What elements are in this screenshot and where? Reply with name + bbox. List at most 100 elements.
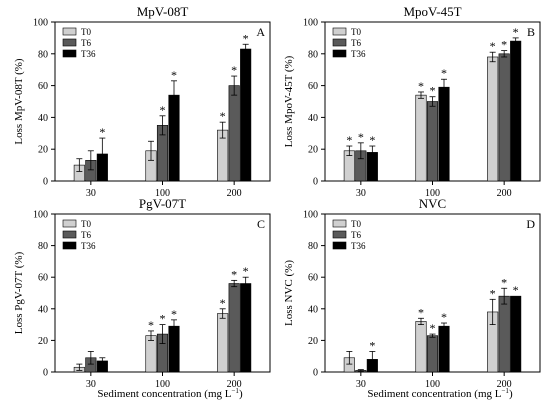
significance-marker: * xyxy=(160,103,166,117)
significance-marker: * xyxy=(418,79,424,93)
y-axis-label: Loss PgV-07T (%) xyxy=(13,251,25,334)
y-tick-label: 100 xyxy=(303,18,318,29)
y-tick-label: 100 xyxy=(33,210,48,221)
x-tick-label: 30 xyxy=(356,188,366,199)
y-tick-label: 100 xyxy=(303,210,318,221)
significance-marker: * xyxy=(358,130,364,144)
panel-title: NVC xyxy=(419,196,446,211)
y-axis-label: Loss MpV-08T (%) xyxy=(13,58,25,145)
x-tick-label: 100 xyxy=(425,379,440,390)
y-tick-label: 40 xyxy=(308,113,318,124)
xlabel-superscript-right: −1 xyxy=(501,387,509,395)
xlabel-tail-right: ) xyxy=(509,388,513,400)
significance-marker: * xyxy=(501,275,507,289)
y-tick-label: 40 xyxy=(38,304,48,315)
bar xyxy=(228,85,240,182)
legend-label: T36 xyxy=(81,241,96,251)
y-tick-label: 60 xyxy=(308,273,318,284)
significance-marker: * xyxy=(430,321,436,335)
y-tick-label: 0 xyxy=(313,177,318,188)
xlabel-superscript: −1 xyxy=(231,387,239,395)
significance-marker: * xyxy=(220,109,226,123)
panel-letter: D xyxy=(526,217,535,231)
shared-xlabel-right: Sediment concentration (mg L−1) xyxy=(367,387,513,400)
x-tick-label: 200 xyxy=(227,188,242,199)
legend-swatch xyxy=(62,230,77,239)
significance-marker: * xyxy=(220,296,226,310)
y-tick-label: 80 xyxy=(308,49,318,60)
x-tick-label: 100 xyxy=(425,188,440,199)
x-tick-label: 30 xyxy=(86,379,96,390)
y-tick-label: 0 xyxy=(43,368,48,379)
significance-marker: * xyxy=(148,318,154,332)
y-tick-label: 60 xyxy=(38,273,48,284)
significance-marker: * xyxy=(513,283,519,297)
legend-swatch xyxy=(332,241,347,250)
y-tick-label: 20 xyxy=(308,145,318,156)
y-tick-label: 0 xyxy=(313,368,318,379)
y-tick-label: 20 xyxy=(38,336,48,347)
x-tick-label: 30 xyxy=(356,379,366,390)
bar xyxy=(168,325,180,373)
significance-marker: * xyxy=(490,39,496,53)
panel-letter: C xyxy=(257,217,265,231)
x-tick-label: 30 xyxy=(86,188,96,199)
y-tick-label: 80 xyxy=(308,241,318,252)
significance-marker: * xyxy=(243,264,249,278)
legend-label: T0 xyxy=(81,27,91,37)
legend-swatch xyxy=(62,219,77,228)
significance-marker: * xyxy=(171,68,177,82)
significance-marker: * xyxy=(171,307,177,321)
y-axis-label: Loss NVC (%) xyxy=(283,260,295,326)
legend-label: T36 xyxy=(81,49,96,59)
bar xyxy=(415,321,427,373)
shared-xlabel: Sediment concentration (mg L−1) xyxy=(97,387,243,400)
legend-swatch xyxy=(332,27,347,36)
significance-marker: * xyxy=(513,25,519,39)
significance-marker: * xyxy=(231,63,237,77)
bar xyxy=(240,283,252,373)
significance-marker: * xyxy=(441,66,447,80)
legend-label: T6 xyxy=(351,230,361,240)
bar xyxy=(415,94,427,182)
y-tick-label: 0 xyxy=(43,177,48,188)
y-axis-label: Loss MpoV-45T (%) xyxy=(283,55,295,147)
bar xyxy=(510,40,522,182)
y-tick-label: 80 xyxy=(38,241,48,252)
panel-b: MpoV-45T B Loss MpoV-45T (%) 0 20 40 60 80 100 30… xyxy=(283,4,541,199)
significance-marker: * xyxy=(441,310,447,324)
significance-marker: * xyxy=(418,305,424,319)
significance-marker: * xyxy=(346,133,352,147)
legend-label: T6 xyxy=(81,230,91,240)
legend-label: T0 xyxy=(351,27,361,37)
panel-a: MpV-08T A Loss MpV-08T (%) 0 20 40 60 80 100 30 * 1… xyxy=(13,4,271,199)
significance-marker: * xyxy=(99,125,105,139)
bar xyxy=(498,295,510,373)
x-tick-label: 200 xyxy=(497,379,512,390)
y-tick-label: 40 xyxy=(38,113,48,124)
significance-marker: * xyxy=(501,38,507,52)
significance-marker: * xyxy=(430,84,436,98)
bar xyxy=(145,335,157,373)
legend-swatch xyxy=(332,49,347,58)
legend-swatch xyxy=(62,241,77,250)
bar xyxy=(510,295,522,373)
bar xyxy=(487,56,499,182)
bar xyxy=(498,53,510,182)
legend-label: T6 xyxy=(351,38,361,48)
legend-swatch xyxy=(62,38,77,47)
bar xyxy=(217,313,229,373)
legend-label: T36 xyxy=(351,241,366,251)
legend-swatch xyxy=(62,49,77,58)
legend-swatch xyxy=(332,219,347,228)
legend-swatch xyxy=(62,27,77,36)
bar xyxy=(438,325,450,373)
significance-marker: * xyxy=(243,31,249,45)
legend-swatch xyxy=(332,230,347,239)
panel-c: PgV-07T C Loss PgV-07T (%) 0 20 40 60 80 100 30 10… xyxy=(13,196,271,390)
panel-title: MpoV-45T xyxy=(403,4,461,19)
legend-label: T6 xyxy=(81,38,91,48)
legend-label: T0 xyxy=(351,219,361,229)
legend-label: T36 xyxy=(351,49,366,59)
